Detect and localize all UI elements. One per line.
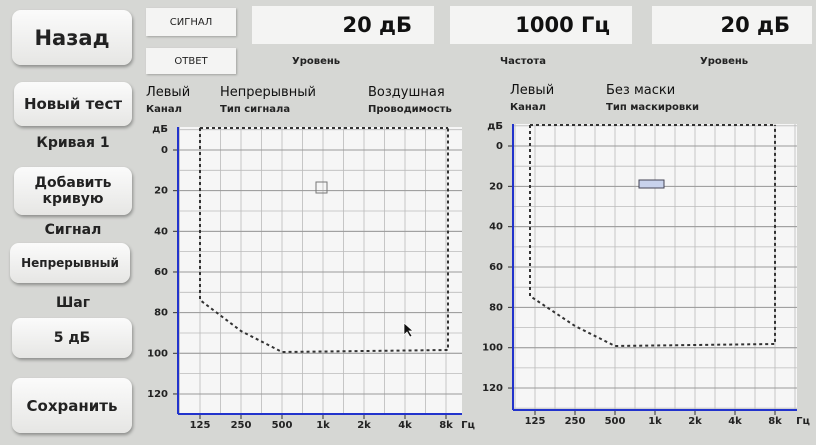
info-value: Левый — [146, 85, 191, 100]
signal-label: Сигнал — [44, 222, 102, 238]
x-tick-label: 1k — [648, 416, 662, 427]
mouse-pointer — [403, 322, 414, 338]
add-curve-button[interactable]: Добавить кривую — [14, 167, 132, 215]
masking-level-caption: Уровень — [700, 56, 749, 67]
x-tick-label: 1k — [316, 420, 330, 431]
audiogram-left: 0 20 40 60 80 100 120 дБ 125 250 500 1k 2k 4k 8k Гц — [147, 124, 475, 431]
info-label: Канал — [510, 102, 546, 113]
x-tick-label: 250 — [565, 416, 586, 427]
frequency-display: 1000 Гц — [450, 6, 632, 44]
signal-toggle[interactable]: СИГНАЛ — [146, 8, 236, 36]
masking-level-display: 20 дБ — [652, 6, 812, 44]
x-tick-label: 500 — [605, 416, 626, 427]
x-tick-label: 8k — [768, 416, 782, 427]
y-tick-label: 80 — [154, 308, 168, 319]
signal-button[interactable]: Непрерывный — [10, 243, 130, 283]
y-tick-label: 120 — [482, 383, 503, 394]
y-tick-label: 100 — [482, 343, 503, 354]
new-test-button[interactable]: Новый тест — [14, 82, 132, 126]
info-value: Воздушная — [368, 85, 445, 100]
save-button[interactable]: Сохранить — [12, 378, 132, 433]
info-label: Проводимость — [368, 104, 452, 115]
response-indicator: ОТВЕТ — [146, 48, 236, 74]
y-tick-label: 100 — [147, 348, 168, 359]
info-label: Канал — [146, 104, 182, 115]
y-tick-label: 60 — [154, 267, 168, 278]
y-tick-label: 40 — [154, 226, 168, 237]
x-unit-label: Гц — [796, 416, 810, 427]
audiogram-right: 0 20 40 60 80 100 120 дБ 125 250 500 1k 2k 4k 8k Гц — [482, 121, 810, 427]
x-tick-label: 500 — [272, 420, 293, 431]
step-button[interactable]: 5 дБ — [12, 318, 132, 358]
y-tick-label: 120 — [147, 389, 168, 400]
cursor-marker — [638, 179, 665, 189]
y-tick-label: 40 — [489, 222, 503, 233]
level-caption: Уровень — [292, 56, 341, 67]
back-button[interactable]: Назад — [12, 10, 132, 65]
info-label: Тип маскировки — [606, 102, 700, 113]
info-value: Непрерывный — [220, 85, 316, 100]
plot-area — [178, 127, 462, 414]
y-tick-label: 0 — [496, 141, 503, 152]
x-tick-label: 4k — [398, 420, 412, 431]
frequency-caption: Частота — [500, 56, 546, 67]
y-tick-label: 20 — [489, 181, 503, 192]
x-unit-label: Гц — [461, 420, 475, 431]
cursor-marker — [315, 181, 328, 194]
y-tick-label: 80 — [489, 302, 503, 313]
y-tick-label: 20 — [154, 186, 168, 197]
level-display: 20 дБ — [252, 6, 434, 44]
limit-curve — [199, 127, 449, 354]
curve-label: Кривая 1 — [36, 135, 110, 151]
info-label: Тип сигнала — [220, 104, 291, 115]
x-tick-label: 2k — [357, 420, 371, 431]
step-label: Шаг — [55, 295, 91, 311]
y-tick-label: 0 — [161, 145, 168, 156]
x-tick-label: 125 — [525, 416, 546, 427]
y-unit-label: дБ — [152, 124, 168, 135]
limit-curve — [529, 124, 776, 348]
x-tick-label: 2k — [688, 416, 702, 427]
x-tick-label: 8k — [439, 420, 453, 431]
info-value: Без маски — [606, 83, 676, 98]
x-tick-label: 4k — [728, 416, 742, 427]
x-tick-label: 125 — [190, 420, 211, 431]
y-unit-label: дБ — [487, 121, 503, 132]
info-value: Левый — [510, 83, 555, 98]
x-tick-label: 250 — [231, 420, 252, 431]
y-tick-label: 60 — [489, 262, 503, 273]
